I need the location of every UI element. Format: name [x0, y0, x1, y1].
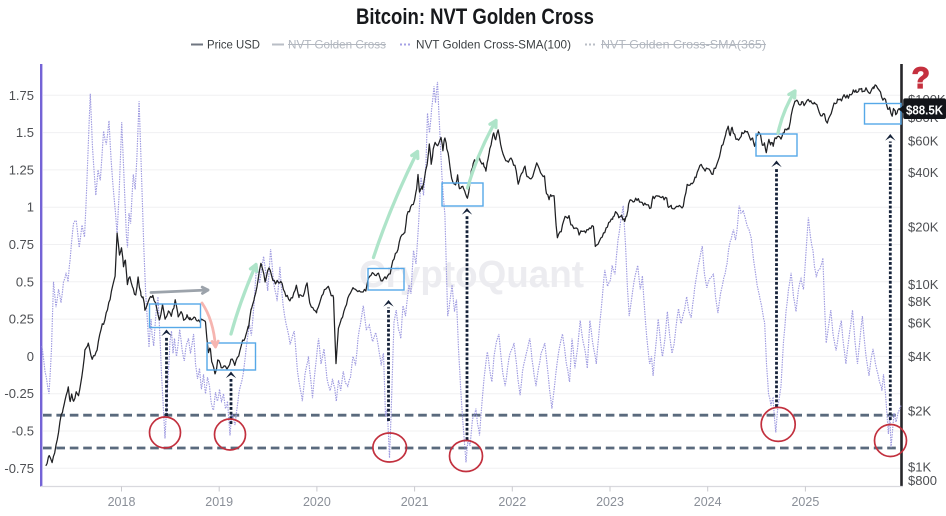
svg-text:CryptoQuant: CryptoQuant: [359, 254, 584, 296]
svg-text:Bitcoin: NVT Golden Cross: Bitcoin: NVT Golden Cross: [356, 4, 594, 29]
svg-text:$60K: $60K: [908, 134, 939, 149]
svg-text:$10K: $10K: [908, 277, 939, 292]
svg-text:1.75: 1.75: [9, 88, 34, 103]
svg-text:2021: 2021: [401, 495, 429, 509]
svg-text:$2K: $2K: [908, 404, 931, 419]
svg-text:2024: 2024: [694, 495, 722, 509]
svg-text:$800: $800: [908, 473, 937, 488]
svg-text:2023: 2023: [596, 495, 624, 509]
svg-text:$20K: $20K: [908, 220, 939, 235]
svg-text:$88.5K: $88.5K: [906, 103, 944, 118]
svg-text:1.5: 1.5: [16, 125, 34, 140]
svg-text:2019: 2019: [205, 495, 233, 509]
svg-text:-0.75: -0.75: [4, 461, 34, 476]
svg-text:0: 0: [27, 349, 34, 364]
svg-text:1: 1: [27, 200, 34, 215]
svg-text:-0.5: -0.5: [12, 424, 34, 439]
svg-text:$6K: $6K: [908, 316, 931, 331]
svg-text:2022: 2022: [498, 495, 526, 509]
svg-text:0.25: 0.25: [9, 312, 34, 327]
svg-text:2018: 2018: [108, 495, 136, 509]
svg-text:NVT Golden Cross-SMA(100): NVT Golden Cross-SMA(100): [416, 38, 571, 52]
svg-text:-0.25: -0.25: [4, 386, 34, 401]
svg-text:0.5: 0.5: [16, 274, 34, 289]
svg-text:1.25: 1.25: [9, 162, 34, 177]
svg-text:0.75: 0.75: [9, 237, 34, 252]
svg-text:$4K: $4K: [908, 349, 931, 364]
svg-text:2025: 2025: [791, 495, 819, 509]
svg-text:$8K: $8K: [908, 294, 931, 309]
svg-text:?: ?: [912, 62, 930, 95]
svg-text:$40K: $40K: [908, 165, 939, 180]
svg-text:2020: 2020: [303, 495, 331, 509]
svg-text:$1K: $1K: [908, 460, 931, 475]
svg-text:Price USD: Price USD: [207, 38, 260, 52]
